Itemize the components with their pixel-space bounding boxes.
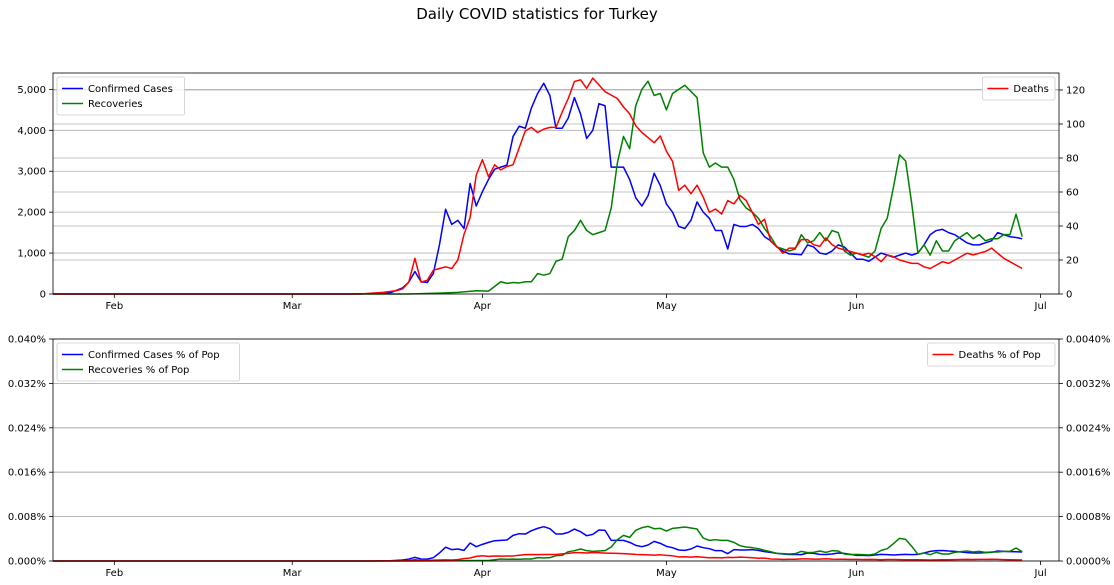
y-left-tick-label: 4,000 xyxy=(17,126,46,137)
legend-label: Deaths % of Pop xyxy=(959,350,1041,361)
y-right-tick-label: 0.0016% xyxy=(1066,468,1111,479)
legend-left: Confirmed Cases % of Pop Recoveries % of … xyxy=(56,342,240,382)
figure-title: Daily COVID statistics for Turkey xyxy=(416,5,658,23)
y-right-tick-label: 0.0008% xyxy=(1066,512,1111,523)
y-left-tick-label: 0.016% xyxy=(8,468,46,479)
x-tick-label: Jul xyxy=(1034,568,1047,579)
x-tick-label: May xyxy=(656,568,677,579)
y-left-tick-label: 5,000 xyxy=(17,85,46,96)
y-right-tick-label: 20 xyxy=(1066,256,1079,267)
y-right-tick-label: 0.0000% xyxy=(1066,557,1111,568)
legend-box xyxy=(982,76,1056,101)
x-tick-label: Jun xyxy=(848,568,865,579)
legend-box xyxy=(56,342,240,382)
bottom-chart-panel: Feb Mar Apr May Jun Jul 0.000% 0.008% 0.016% 0.02… xyxy=(8,335,1111,580)
y-right-tick-label: 80 xyxy=(1066,154,1079,165)
legend-label: Confirmed Cases xyxy=(88,84,173,95)
series-line-confirmed-cases xyxy=(53,82,1023,295)
y-left-tick-label: 0.032% xyxy=(8,379,46,390)
y-left-tick-label: 0.024% xyxy=(8,423,46,434)
series-line-confirmed-cases-of-pop xyxy=(53,525,1023,562)
plot-frame xyxy=(52,72,1060,295)
top-chart-panel: Feb Mar Apr May Jun Jul 0 1,000 2,000 3,000 4,000 5… xyxy=(17,72,1085,312)
y-right-tick-label: 60 xyxy=(1066,188,1079,199)
x-tick-label: Jun xyxy=(848,301,865,312)
y-right-tick-label: 0 xyxy=(1066,290,1072,301)
x-tick-label: Mar xyxy=(283,568,303,579)
x-tick-label: Feb xyxy=(105,301,123,312)
series-line-deaths xyxy=(53,77,1023,295)
x-tick-label: Jul xyxy=(1034,301,1047,312)
legend-label: Recoveries xyxy=(88,99,143,110)
y-left-tick-label: 0.040% xyxy=(8,335,46,346)
y-left-tick-label: 0 xyxy=(40,290,46,301)
legend-label: Confirmed Cases % of Pop xyxy=(88,350,220,361)
legend-label: Deaths xyxy=(1013,84,1048,95)
x-tick-label: Apr xyxy=(474,301,492,312)
legend-right: Deaths xyxy=(982,76,1056,101)
legend-box xyxy=(56,76,185,116)
y-left-tick-label: 0.000% xyxy=(8,557,46,568)
x-tick-label: Mar xyxy=(283,301,303,312)
y-left-tick-label: 0.008% xyxy=(8,512,46,523)
series-line-recoveries xyxy=(53,80,1023,295)
y-right-tick-label: 100 xyxy=(1066,120,1085,131)
y-right-tick-label: 0.0040% xyxy=(1066,335,1111,346)
y-left-tick-label: 3,000 xyxy=(17,167,46,178)
series-line-deaths-of-pop xyxy=(53,551,1023,562)
y-right-tick-label: 40 xyxy=(1066,222,1079,233)
legend-label: Recoveries % of Pop xyxy=(88,365,189,376)
y-right-tick-label: 0.0032% xyxy=(1066,379,1111,390)
legend-right: Deaths % of Pop xyxy=(927,342,1056,367)
y-right-tick-label: 120 xyxy=(1066,86,1085,97)
series-line-recoveries-of-pop xyxy=(53,525,1023,562)
x-tick-label: May xyxy=(656,301,677,312)
y-left-tick-label: 1,000 xyxy=(17,249,46,260)
legend-left: Confirmed Cases Recoveries xyxy=(56,76,185,116)
plot-frame xyxy=(52,338,1060,562)
y-left-tick-label: 2,000 xyxy=(17,208,46,219)
x-tick-label: Feb xyxy=(105,568,123,579)
x-tick-label: Apr xyxy=(474,568,492,579)
y-right-tick-label: 0.0024% xyxy=(1066,423,1111,434)
legend-box xyxy=(927,342,1056,367)
